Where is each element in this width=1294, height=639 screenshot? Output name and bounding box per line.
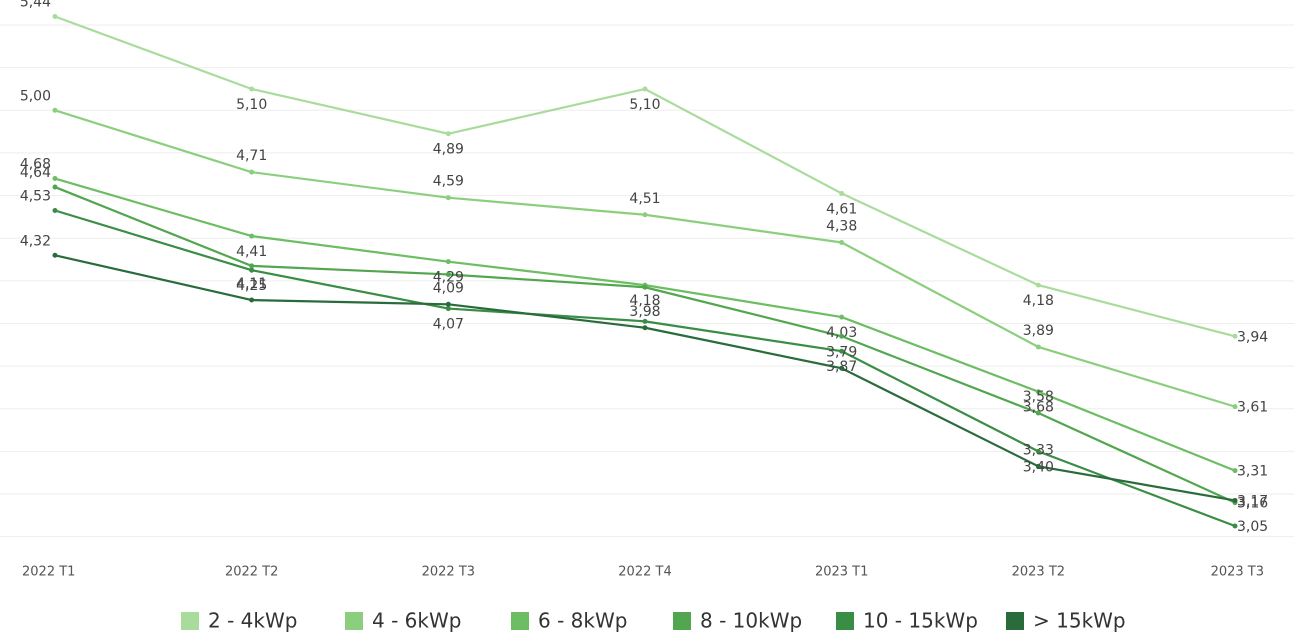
legend-label: 10 - 15kWp: [863, 609, 978, 633]
data-point: [839, 348, 845, 354]
x-tick-label: 2022 T4: [618, 565, 671, 580]
data-label: 4,09: [433, 280, 464, 296]
data-label: 3,16: [1237, 496, 1268, 512]
data-label: 4,11: [236, 276, 267, 292]
data-label: 4,38: [826, 218, 857, 234]
data-point: [1035, 389, 1041, 395]
data-label: 4,68: [20, 157, 51, 173]
data-point: [1035, 282, 1041, 288]
data-point: [839, 190, 845, 196]
data-point: [642, 318, 648, 324]
data-point: [839, 239, 845, 245]
data-label: 4,71: [236, 148, 267, 164]
data-label: 4,03: [826, 325, 857, 341]
data-point: [839, 333, 845, 339]
data-label: 4,25: [236, 278, 267, 294]
data-label: 3,05: [1237, 519, 1268, 535]
data-label: 3,68: [1023, 400, 1054, 416]
data-label: 4,32: [20, 233, 51, 249]
data-point: [249, 263, 255, 269]
x-tick-label: 2023 T3: [1211, 565, 1264, 580]
data-point: [445, 271, 451, 277]
data-point: [1232, 523, 1238, 529]
series-line: [54, 186, 1236, 504]
data-point: [249, 233, 255, 239]
data-label: 4,07: [433, 317, 464, 333]
legend-label: 2 - 4kWp: [208, 609, 297, 633]
data-point: [52, 13, 58, 19]
data-point: [1232, 404, 1238, 410]
data-label: 4,59: [433, 174, 464, 190]
data-label: 3,58: [1023, 389, 1054, 405]
data-point: [52, 252, 58, 258]
legend-label: 8 - 10kWp: [700, 609, 802, 633]
data-point: [642, 284, 648, 290]
data-label: 4,41: [236, 244, 267, 260]
data-label: 5,44: [20, 0, 51, 10]
x-tick-label: 2023 T1: [815, 565, 868, 580]
data-label: 4,18: [1023, 293, 1054, 309]
series-line: [54, 177, 1236, 472]
data-point: [249, 267, 255, 273]
legend-label: 6 - 8kWp: [538, 609, 627, 633]
data-point: [642, 86, 648, 92]
legend-label: > 15kWp: [1033, 609, 1126, 633]
legend-swatch: [181, 612, 199, 630]
data-point: [1232, 497, 1238, 503]
data-point: [52, 107, 58, 113]
legend-label: 4 - 6kWp: [372, 609, 461, 633]
x-tick-label: 2023 T2: [1012, 565, 1065, 580]
data-point: [445, 195, 451, 201]
legend-swatch: [1006, 612, 1024, 630]
data-label: 5,10: [629, 97, 660, 113]
series-line: [54, 254, 1236, 502]
data-point: [1232, 468, 1238, 474]
data-point: [1035, 448, 1041, 454]
data-point: [249, 169, 255, 175]
data-label: 4,29: [433, 270, 464, 286]
data-point: [445, 131, 451, 137]
legend-swatch: [511, 612, 529, 630]
data-point: [249, 86, 255, 92]
data-point: [1232, 333, 1238, 339]
data-label: 3,61: [1237, 400, 1268, 416]
data-point: [642, 212, 648, 218]
data-label: 3,89: [1023, 323, 1054, 339]
data-point: [445, 259, 451, 265]
x-tick-label: 2022 T3: [422, 565, 475, 580]
data-point: [1035, 344, 1041, 350]
data-point: [52, 184, 58, 190]
data-label: 3,79: [826, 344, 857, 360]
data-label: 4,51: [629, 191, 660, 207]
data-point: [52, 176, 58, 182]
data-label: 3,33: [1023, 442, 1054, 458]
data-label: 5,00: [20, 88, 51, 104]
data-label: 4,61: [826, 201, 857, 217]
data-point: [52, 207, 58, 213]
data-point: [839, 314, 845, 320]
data-label: 3,17: [1237, 493, 1268, 509]
data-point: [1035, 463, 1041, 469]
x-tick-label: 2022 T2: [225, 565, 278, 580]
data-point: [642, 325, 648, 331]
data-point: [249, 297, 255, 303]
data-label: 4,18: [629, 293, 660, 309]
data-label: 5,10: [236, 97, 267, 113]
data-label: 3,31: [1237, 464, 1268, 480]
data-point: [445, 306, 451, 312]
data-point: [1035, 410, 1041, 416]
data-label: 4,53: [20, 188, 51, 204]
data-point: [839, 365, 845, 371]
legend-swatch: [836, 612, 854, 630]
legend-swatch: [673, 612, 691, 630]
data-label: 3,94: [1237, 329, 1268, 345]
data-label: 4,64: [20, 165, 51, 181]
x-tick-label: 2022 T1: [22, 565, 75, 580]
data-point: [445, 301, 451, 307]
data-label: 4,89: [433, 142, 464, 158]
legend-swatch: [345, 612, 363, 630]
data-label: 3,98: [629, 304, 660, 320]
